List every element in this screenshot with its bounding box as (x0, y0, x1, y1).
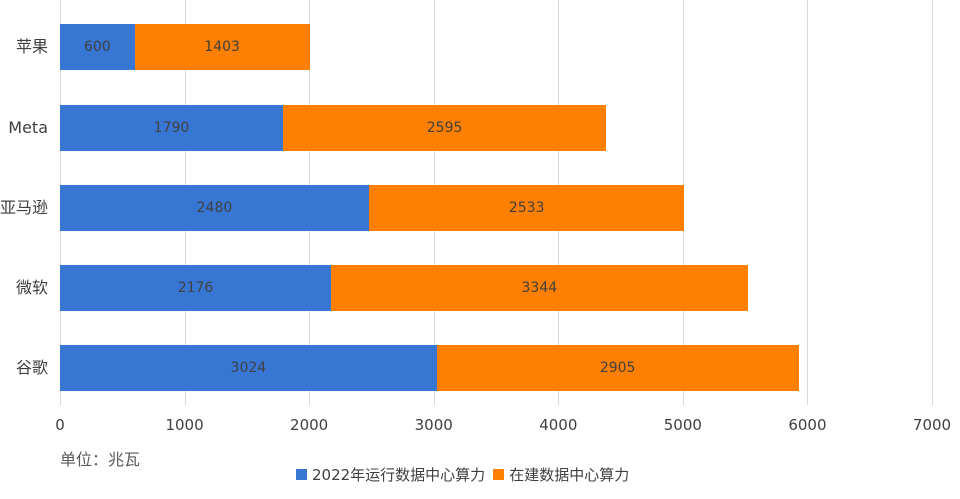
stacked-bar: 3024 2905 (60, 345, 799, 391)
legend-item: 在建数据中心算力 (493, 464, 629, 485)
bar-segment: 600 (60, 24, 135, 70)
legend: 2022年运行数据中心算力 在建数据中心算力 (296, 464, 637, 485)
x-tick-label: 7000 (912, 416, 952, 434)
category-label: Meta (8, 118, 48, 137)
bar-segment: 2595 (282, 105, 607, 151)
x-tick-label: 3000 (414, 416, 453, 434)
chart-plot-area: 苹果 600 1403 Meta 1790 2595 亚马逊 2480 2533 微软 2176 33… (0, 0, 933, 405)
stacked-bar: 2480 2533 (60, 185, 685, 231)
x-tick-label: 0 (55, 416, 65, 434)
category-label: 亚马逊 (0, 198, 48, 217)
stacked-bar: 600 1403 (60, 24, 310, 70)
stacked-bar: 1790 2595 (60, 105, 607, 151)
bar-segment: 2176 (60, 265, 332, 311)
gridline (932, 0, 933, 405)
category-label: 微软 (15, 278, 48, 297)
legend-item: 2022年运行数据中心算力 (296, 464, 485, 485)
category-label: 谷歌 (15, 358, 48, 377)
x-tick-label: 4000 (539, 416, 578, 434)
gridline (807, 0, 809, 405)
bar-segment: 2533 (368, 185, 685, 231)
x-tick-label: 6000 (788, 416, 827, 434)
x-tick-label: 2000 (290, 416, 329, 434)
bar-segment: 1790 (60, 105, 283, 151)
legend-swatch-icon (296, 469, 307, 480)
bar-segment: 2480 (60, 185, 369, 231)
x-tick-label: 1000 (165, 416, 204, 434)
legend-swatch-icon (493, 469, 505, 480)
bar-segment: 3344 (331, 265, 748, 311)
bar-segment: 1403 (134, 24, 310, 70)
x-tick-label: 5000 (663, 416, 702, 434)
unit-label: 单位：兆瓦 (60, 450, 141, 469)
bar-segment: 2905 (436, 345, 799, 391)
legend-label: 在建数据中心算力 (509, 466, 630, 484)
stacked-bar: 2176 3344 (60, 265, 748, 311)
category-label: 苹果 (15, 37, 48, 56)
bar-segment: 3024 (60, 345, 437, 391)
legend-label: 2022年运行数据中心算力 (312, 466, 486, 484)
